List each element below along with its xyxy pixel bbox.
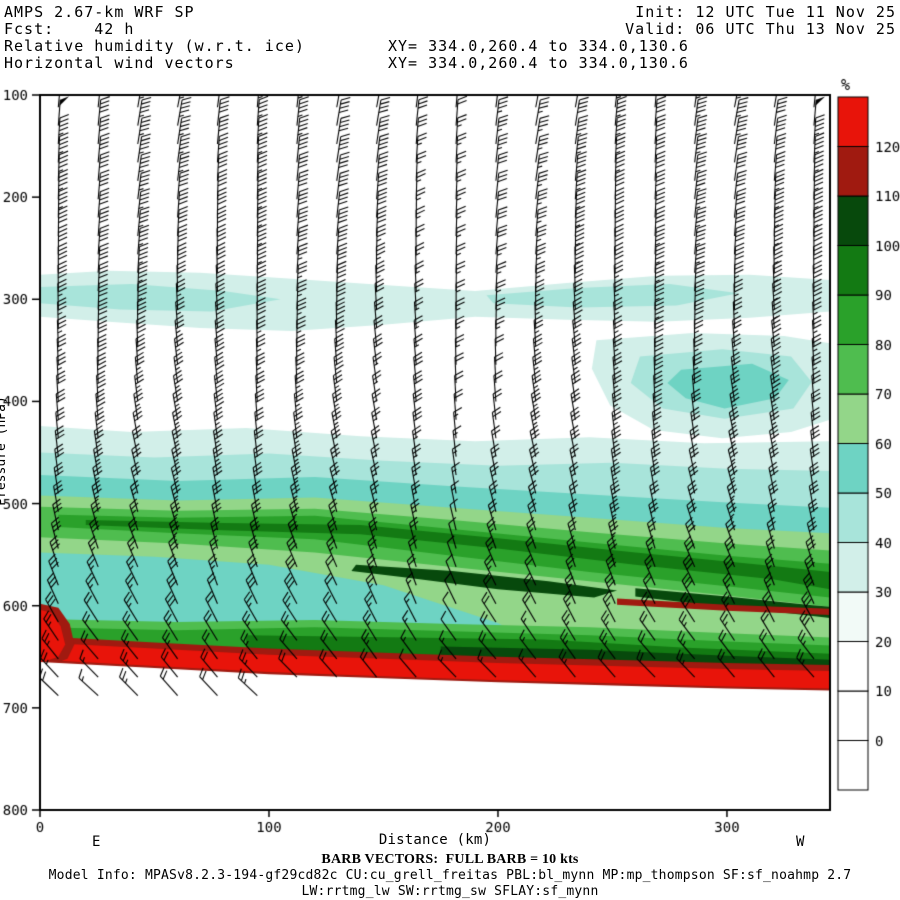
model-title: AMPS 2.67-km WRF SP bbox=[4, 3, 195, 21]
y-axis-title: Pressure (hPa) bbox=[0, 396, 9, 506]
field-name-2: Horizontal wind vectors bbox=[4, 54, 235, 72]
valid-time: Valid: 06 UTC Thu 13 Nov 25 bbox=[625, 20, 896, 38]
x-axis-west-label: W bbox=[796, 834, 805, 850]
xy-range-2: XY= 334.0,260.4 to 334.0,130.6 bbox=[388, 54, 689, 72]
field-name-1: Relative humidity (w.r.t. ice) bbox=[4, 37, 305, 55]
model-info-line-1: Model Info: MPASv8.2.3-194-gf29cd82c CU:… bbox=[48, 868, 852, 883]
init-time: Init: 12 UTC Tue 11 Nov 25 bbox=[635, 3, 896, 21]
forecast-hour: Fcst: 42 h bbox=[4, 20, 135, 38]
barb-legend-caption: BARB VECTORS: FULL BARB = 10 kts bbox=[321, 852, 579, 867]
x-axis-title: Distance (km) bbox=[378, 832, 492, 848]
xy-range-1: XY= 334.0,260.4 to 334.0,130.6 bbox=[388, 37, 689, 55]
x-axis-east-label: E bbox=[92, 834, 101, 850]
model-info-line-2: LW:rrtmg_lw SW:rrtmg_sw SFLAY:sf_mynn bbox=[301, 884, 599, 899]
